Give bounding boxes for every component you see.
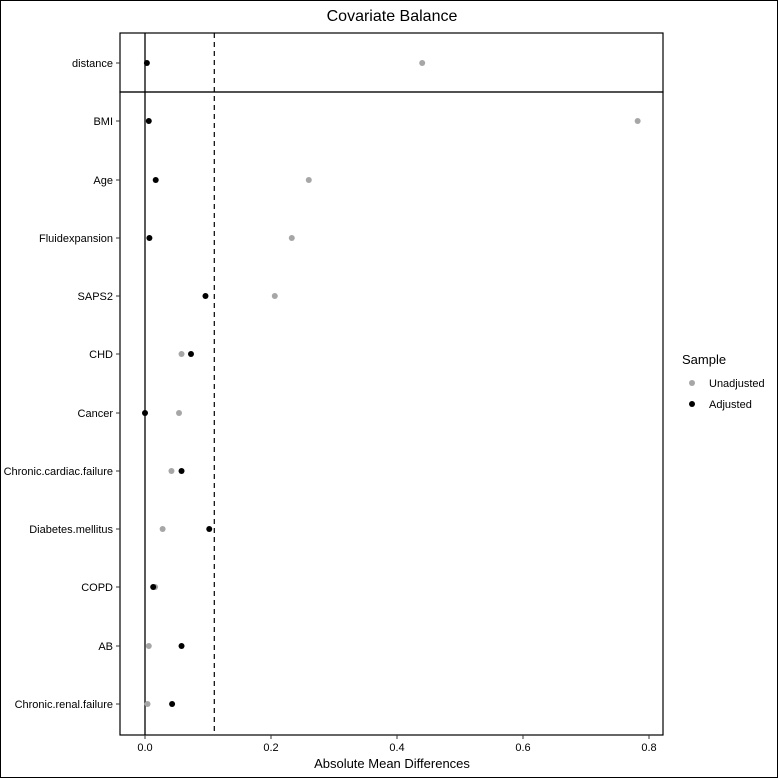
unadjusted-point xyxy=(288,235,295,241)
panel-main xyxy=(119,91,664,736)
panel-top xyxy=(119,32,664,93)
legend-items: Unadjusted Adjusted xyxy=(689,378,765,411)
adjusted-point xyxy=(143,60,150,66)
data-points xyxy=(142,60,641,707)
unadjusted-point xyxy=(305,177,312,183)
unadjusted-point xyxy=(178,351,185,357)
y-tick-label: SAPS2 xyxy=(78,291,113,303)
adjusted-point xyxy=(145,118,152,124)
adjusted-point xyxy=(169,701,176,707)
y-tick-label: BMI xyxy=(93,116,113,128)
unadjusted-point xyxy=(419,60,426,66)
y-tick-label: distance xyxy=(72,58,113,70)
adjusted-point xyxy=(187,351,194,357)
legend-label: Adjusted xyxy=(709,399,752,411)
legend-label: Unadjusted xyxy=(709,378,765,390)
legend-key-adjusted xyxy=(689,401,695,407)
reference-lines xyxy=(144,33,215,735)
x-tick-label: 0.8 xyxy=(641,742,656,754)
y-tick-label: Chronic.cardiac.failure xyxy=(4,466,113,478)
y-tick-label: Fluidexpansion xyxy=(39,233,113,245)
y-tick-label: Diabetes.mellitus xyxy=(29,524,113,536)
y-tick-label: COPD xyxy=(81,582,113,594)
x-tick-label: 0.4 xyxy=(389,742,404,754)
adjusted-point xyxy=(150,584,157,590)
adjusted-point xyxy=(178,468,185,474)
adjusted-point xyxy=(178,643,185,649)
unadjusted-point xyxy=(144,701,151,707)
x-tick-label: 0.2 xyxy=(263,742,278,754)
x-axis-ticks: 0.0 0.2 0.4 0.6 0.8 xyxy=(137,735,657,754)
unadjusted-point xyxy=(634,118,641,124)
x-axis-label: Absolute Mean Differences xyxy=(314,756,470,771)
legend: Sample Unadjusted Adjusted xyxy=(682,352,765,411)
unadjusted-point xyxy=(159,526,166,532)
adjusted-point xyxy=(202,293,209,299)
adjusted-point xyxy=(142,410,148,416)
y-tick-label: AB xyxy=(98,641,113,653)
adjusted-point xyxy=(206,526,213,532)
x-tick-label: 0.6 xyxy=(515,742,530,754)
x-tick-label: 0.0 xyxy=(137,742,152,754)
y-tick-label: Chronic.renal.failure xyxy=(15,699,113,711)
y-tick-label: Cancer xyxy=(78,408,114,420)
legend-key-unadjusted xyxy=(689,380,695,386)
y-tick-label: Age xyxy=(93,175,113,187)
y-axis-ticks xyxy=(116,62,120,705)
y-axis-labels: distance BMI Age Fluidexpansion SAPS2 CHD Canc… xyxy=(4,58,114,711)
adjusted-point xyxy=(146,235,153,241)
chart-title: Covariate Balance xyxy=(327,8,458,25)
unadjusted-point xyxy=(168,468,175,474)
unadjusted-point xyxy=(176,410,183,416)
adjusted-point xyxy=(152,177,159,183)
unadjusted-point xyxy=(145,643,152,649)
legend-title: Sample xyxy=(682,352,726,367)
unadjusted-point xyxy=(271,293,278,299)
y-tick-label: CHD xyxy=(89,349,113,361)
